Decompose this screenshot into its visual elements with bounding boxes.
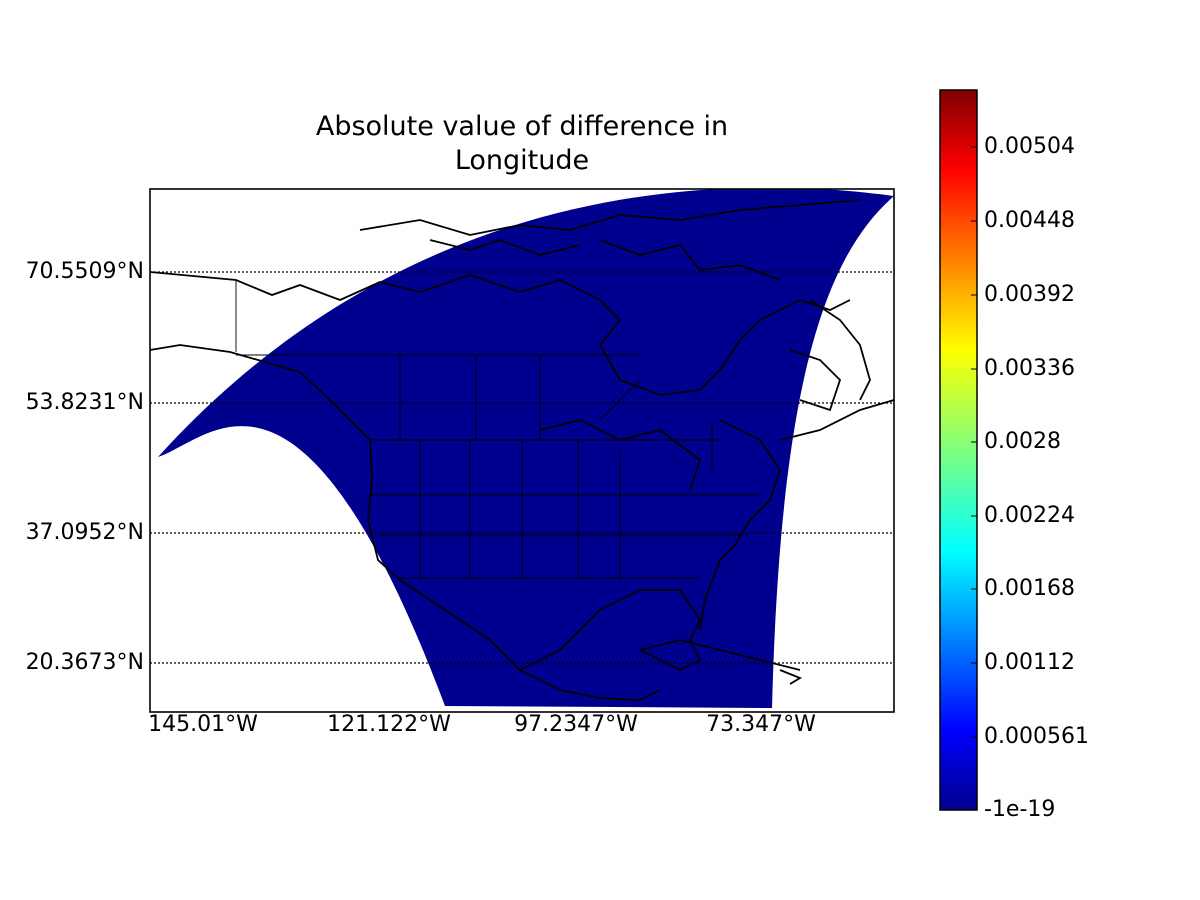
parallel-label: 53.8231°N (25, 390, 144, 415)
colorbar-tick-label: 0.0028 (984, 429, 1061, 454)
data-field (158, 189, 894, 708)
colorbar-tick-label: 0.00336 (984, 356, 1075, 381)
parallel-label: 37.0952°N (25, 520, 144, 545)
colorbar-ticks (971, 146, 977, 811)
meridian-label: 121.122°W (327, 712, 451, 737)
colorbar (939, 89, 978, 811)
map-frame (149, 188, 895, 713)
coastline (150, 199, 894, 701)
parallel-label: 70.5509°N (25, 259, 144, 284)
chart-title-line-2: Longitude (454, 145, 590, 176)
meridian-label: 97.2347°W (514, 712, 638, 737)
chart-title-line-1: Absolute value of difference in (315, 111, 729, 142)
colorbar-tick-label: 0.00504 (984, 134, 1075, 159)
political-borders (235, 280, 760, 580)
colorbar-tick-label: 0.00168 (984, 576, 1075, 601)
colorbar-tick-label: 0.000561 (984, 724, 1089, 749)
parallels-lines (150, 271, 894, 664)
colorbar-tick-label: 0.00112 (984, 650, 1075, 675)
colorbar-tick-label: 0.00224 (984, 503, 1075, 528)
parallel-label: 20.3673°N (25, 650, 144, 675)
map-plot-area (150, 189, 894, 708)
meridian-label: 73.347°W (706, 712, 816, 737)
colorbar-tick-label: 0.00448 (984, 208, 1075, 233)
meridian-label: 145.01°W (148, 712, 258, 737)
colorbar-tick-label: 0.00392 (984, 282, 1075, 307)
colorbar-tick-label: -1e-19 (984, 797, 1056, 822)
